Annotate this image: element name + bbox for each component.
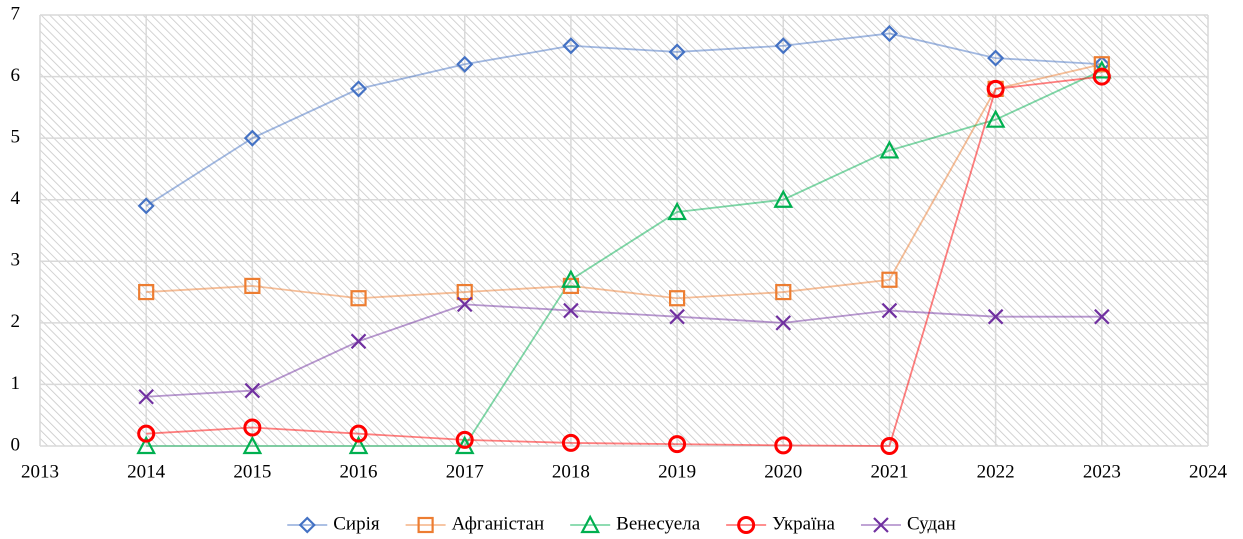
marker bbox=[242, 435, 263, 455]
marker bbox=[987, 308, 1004, 325]
x-tick-label: 2022 bbox=[977, 461, 1015, 482]
legend-item: Сирія bbox=[287, 513, 380, 534]
marker bbox=[136, 435, 157, 455]
y-tick-label: 0 bbox=[11, 434, 21, 455]
x-tick-label: 2020 bbox=[764, 461, 802, 482]
legend-item: Судан bbox=[860, 513, 956, 534]
x-tick-label: 2018 bbox=[552, 461, 590, 482]
series-line bbox=[146, 75, 1102, 447]
marker bbox=[774, 37, 792, 55]
marker bbox=[1092, 67, 1111, 86]
series-line bbox=[146, 63, 1103, 300]
marker bbox=[563, 302, 579, 319]
marker bbox=[986, 79, 1005, 98]
legend-label: Афганістан bbox=[452, 513, 545, 534]
marker bbox=[456, 55, 474, 73]
x-tick-label: 2021 bbox=[870, 461, 908, 482]
marker bbox=[244, 277, 261, 295]
marker bbox=[667, 201, 687, 221]
marker bbox=[349, 424, 368, 443]
y-tick-label: 3 bbox=[11, 250, 21, 271]
x-tick-label: 2015 bbox=[233, 461, 271, 482]
y-tick-label: 4 bbox=[11, 188, 21, 209]
marker bbox=[775, 283, 792, 301]
marker bbox=[243, 129, 261, 147]
marker bbox=[1093, 56, 1110, 73]
y-tick-label: 2 bbox=[11, 311, 21, 332]
marker bbox=[668, 435, 687, 454]
marker bbox=[561, 433, 580, 452]
legend-label: Судан bbox=[907, 513, 956, 534]
y-tick-label: 1 bbox=[11, 373, 21, 394]
marker bbox=[350, 290, 367, 307]
x-tick-label: 2019 bbox=[658, 461, 696, 482]
marker bbox=[775, 315, 792, 331]
legend-item: Афганістан bbox=[405, 513, 545, 534]
marker bbox=[880, 24, 899, 43]
marker bbox=[773, 189, 794, 208]
legend: Сирія Афганістан Венесуела Україна Судан bbox=[287, 513, 956, 534]
x-tick-label: 2013 bbox=[21, 461, 59, 482]
marker bbox=[417, 516, 434, 534]
legend-item: Україна bbox=[726, 513, 836, 534]
marker bbox=[774, 436, 793, 455]
series-line bbox=[146, 303, 1102, 398]
marker bbox=[137, 197, 155, 215]
marker bbox=[348, 435, 369, 455]
marker bbox=[873, 517, 889, 533]
marker bbox=[737, 516, 756, 534]
marker bbox=[987, 49, 1005, 67]
marker bbox=[668, 290, 686, 307]
marker bbox=[1094, 308, 1110, 325]
marker bbox=[350, 333, 367, 350]
y-tick-label: 7 bbox=[11, 3, 21, 24]
marker bbox=[138, 283, 155, 301]
marker bbox=[879, 140, 900, 159]
marker bbox=[244, 382, 261, 399]
marker bbox=[580, 514, 601, 534]
marker bbox=[669, 308, 685, 325]
marker bbox=[349, 80, 368, 98]
legend-label: Україна bbox=[772, 513, 835, 534]
x-tick-label: 2014 bbox=[127, 461, 166, 482]
marker bbox=[243, 418, 262, 437]
legend-item: Венесуела bbox=[570, 513, 701, 534]
marker bbox=[880, 437, 899, 455]
marker bbox=[456, 283, 473, 301]
legend-label: Сирія bbox=[333, 513, 380, 534]
x-tick-label: 2024 bbox=[1189, 461, 1228, 482]
x-tick-label: 2023 bbox=[1083, 461, 1121, 482]
y-tick-label: 5 bbox=[11, 127, 21, 148]
marker bbox=[881, 271, 898, 288]
marker bbox=[456, 296, 473, 313]
marker bbox=[881, 302, 898, 319]
legend-label: Венесуела bbox=[616, 513, 701, 534]
marker bbox=[985, 109, 1006, 128]
x-tick-label: 2017 bbox=[446, 461, 484, 482]
x-tick-label: 2016 bbox=[340, 461, 378, 482]
marker bbox=[562, 37, 580, 55]
y-tick-label: 6 bbox=[11, 65, 21, 86]
marker bbox=[561, 269, 581, 288]
series-line bbox=[145, 32, 1102, 207]
marker bbox=[298, 516, 316, 534]
series-line bbox=[146, 69, 1103, 447]
marker bbox=[137, 424, 156, 443]
marker bbox=[138, 388, 154, 405]
marker bbox=[668, 43, 686, 61]
marker bbox=[455, 430, 474, 449]
